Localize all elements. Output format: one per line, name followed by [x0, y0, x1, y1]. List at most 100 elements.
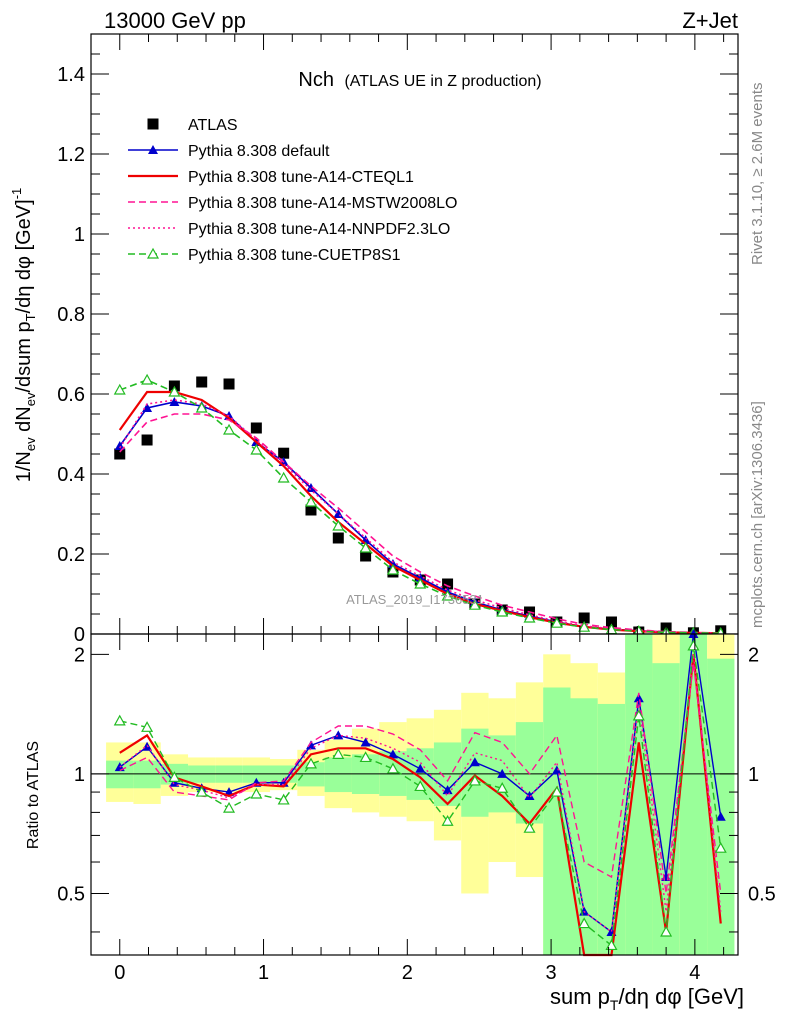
data-point: [113, 383, 126, 395]
ratio-point: [524, 790, 535, 800]
main-panel: 0 0.2 0.4 0.6 0.8 1 1.2 1.4: [57, 33, 739, 646]
ratio-point: [223, 801, 236, 813]
legend-entry: Pythia 8.308 tune-A14-MSTW2008LO: [188, 195, 457, 212]
data-point: [250, 443, 263, 455]
data-point: [305, 483, 316, 492]
data-point: [523, 611, 536, 623]
ratio-point: [660, 925, 673, 937]
ratio-point: [468, 774, 481, 786]
data-point: [278, 447, 290, 459]
legend-entry: Pythia 8.308 tune-A14-CTEQL1: [188, 169, 414, 186]
rivet-version-label: Rivet 3.1.10, ≥ 2.6M events: [749, 83, 766, 266]
y-tick-label: 0.4: [57, 464, 85, 486]
legend-entry: ATLAS: [188, 117, 238, 134]
y-tick-label: 1.4: [57, 64, 85, 86]
ratio-point: [523, 821, 536, 833]
data-point: [578, 612, 590, 624]
x-tick-label: 4: [689, 962, 700, 984]
ratio-point: [551, 765, 562, 775]
x-tick-label: 1: [258, 962, 269, 984]
data-point: [141, 373, 154, 385]
data-point: [550, 616, 563, 628]
data-point: [332, 519, 345, 531]
ratio-band-green: [133, 760, 161, 789]
ratio-point: [304, 757, 317, 769]
ratio-point: [333, 730, 344, 740]
ratio-band-green: [679, 634, 708, 955]
data-point: [304, 495, 317, 507]
data-point: [441, 589, 454, 601]
ratio-y-tick-label-right: 2: [748, 644, 759, 666]
y-tick-label: 0.2: [57, 544, 85, 566]
chart-title: Nch (ATLAS UE in Z production): [298, 69, 541, 91]
ratio-line-4: [119, 645, 722, 947]
x-tick-label: 2: [402, 962, 413, 984]
y-tick-label: 1: [74, 224, 85, 246]
ratio-band-green: [570, 698, 598, 955]
data-point: [442, 578, 454, 590]
data-point: [114, 441, 125, 450]
ratio-panel: 0 1 2 3 4 0.5 0.5 1 1 2 2: [57, 629, 776, 984]
x-axis-label: sum pT/dη dφ [GeV]: [550, 984, 744, 1013]
ratio-point: [441, 815, 454, 826]
data-point: [332, 532, 344, 544]
data-point: [114, 448, 126, 460]
chart-watermark: ATLAS_2019_I1736531: [346, 592, 484, 607]
y-tick-label: 0.6: [57, 384, 85, 406]
ratio-point: [469, 757, 480, 767]
data-point: [496, 605, 509, 617]
data-point: [277, 471, 290, 483]
data-point: [305, 504, 317, 516]
data-point: [578, 620, 591, 632]
series-line-5: [119, 379, 721, 634]
ratio-point: [195, 785, 208, 797]
ratio-line-2: [119, 663, 722, 894]
ratio-point: [687, 639, 700, 651]
ratio-point: [113, 714, 126, 726]
data-point: [359, 541, 372, 553]
data-point: [605, 616, 617, 628]
data-point: [223, 423, 236, 435]
ratio-line-3: [119, 654, 722, 934]
legend: ATLAS Pythia 8.308 default Pythia 8.308 tu…: [128, 117, 457, 264]
collision-energy-label: 13000 GeV pp: [104, 8, 246, 33]
y-axis-label-ratio: Ratio to ATLAS: [25, 741, 42, 849]
ratio-band-green: [461, 728, 489, 817]
ratio-y-tick-label-right: 1: [748, 764, 759, 786]
ratio-point: [277, 793, 290, 805]
y-tick-label: 1.2: [57, 144, 85, 166]
ratio-y-tick-label: 1: [74, 764, 85, 786]
x-tick-label: 3: [546, 962, 557, 984]
ratio-point: [332, 748, 345, 759]
ratio-point: [359, 751, 372, 763]
ratio-frame: [90, 633, 739, 956]
ratio-point: [414, 780, 427, 792]
ratio-point: [387, 749, 398, 759]
ratio-point: [415, 763, 426, 773]
data-point: [195, 401, 208, 413]
ratio-point: [632, 709, 645, 721]
legend-entry: Pythia 8.308 tune-CUETP8S1: [188, 247, 401, 264]
data-point: [142, 403, 153, 412]
legend-swatch-marker: [148, 145, 158, 154]
legend-swatch-marker: [147, 118, 159, 130]
data-point: [414, 577, 427, 589]
ratio-line-1: [119, 654, 722, 957]
mcplots-label: mcplots.cern.ch [arXiv:1306.3436]: [749, 401, 766, 628]
ratio-point: [360, 737, 371, 747]
ratio-band-green: [324, 757, 352, 793]
ratio-point: [496, 782, 509, 793]
y-tick-label: 0.8: [57, 304, 85, 326]
data-point: [168, 385, 181, 397]
data-point: [387, 559, 398, 568]
ratio-y-tick-label: 0.5: [57, 883, 85, 905]
data-point: [169, 397, 180, 406]
ratio-point: [442, 785, 453, 795]
ratio-band-green: [652, 663, 680, 955]
ratio-point: [168, 771, 181, 782]
ratio-point: [714, 841, 727, 853]
legend-entry: Pythia 8.308 default: [188, 143, 330, 160]
ratio-point: [578, 917, 591, 929]
data-point: [386, 563, 399, 575]
